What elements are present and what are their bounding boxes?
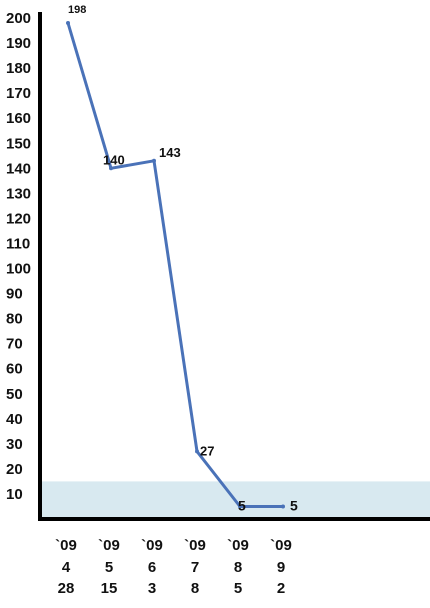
- y-tick-label: 160: [6, 110, 31, 127]
- data-label: 198: [68, 4, 86, 16]
- y-tick-label: 80: [6, 311, 23, 328]
- x-tick-label: 28: [58, 580, 75, 597]
- x-tick-label: 9: [277, 559, 285, 576]
- data-label: 27: [200, 443, 214, 458]
- y-axis-ticks: 10 20 30 40 50 60 70 80 90 100 110 120 130 140 150 160 1…: [6, 10, 31, 503]
- y-tick-label: 180: [6, 60, 31, 77]
- chart-axes: [38, 12, 430, 521]
- x-tick-label: `09: [55, 537, 77, 554]
- x-tick-label: 7: [191, 559, 199, 576]
- x-tick-label: 2: [277, 580, 285, 597]
- y-tick-label: 20: [6, 461, 23, 478]
- x-tick-label: 15: [101, 580, 118, 597]
- y-tick-label: 50: [6, 386, 23, 403]
- y-tick-label: 90: [6, 286, 23, 303]
- data-point: [152, 158, 156, 163]
- y-tick-label: 100: [6, 261, 31, 278]
- x-tick-label: 5: [105, 559, 113, 576]
- y-tick-label: 200: [6, 10, 31, 27]
- y-tick-label: 140: [6, 160, 31, 177]
- y-tick-label: 70: [6, 336, 23, 353]
- x-tick-label: 5: [234, 580, 242, 597]
- data-points: [66, 21, 285, 509]
- y-tick-label: 150: [6, 135, 31, 152]
- x-tick-label: `09: [227, 537, 249, 554]
- y-tick-label: 120: [6, 210, 31, 227]
- x-tick-label: 6: [148, 559, 156, 576]
- y-tick-label: 170: [6, 85, 31, 102]
- data-label: 143: [159, 145, 181, 160]
- x-tick-label: 3: [148, 580, 156, 597]
- x-tick-label: `09: [98, 537, 120, 554]
- x-tick-label: `09: [184, 537, 206, 554]
- data-labels: 198 140 143 27 5 5: [68, 4, 298, 513]
- x-tick-label: 4: [62, 559, 71, 576]
- data-label: 5: [238, 497, 246, 513]
- data-point: [109, 166, 113, 171]
- data-point: [195, 449, 199, 454]
- y-tick-label: 10: [6, 486, 23, 503]
- y-tick-label: 40: [6, 411, 23, 428]
- y-tick-label: 110: [6, 235, 30, 252]
- series-line: [66, 22, 283, 508]
- data-label: 5: [290, 497, 298, 513]
- x-tick-label: 8: [191, 580, 199, 597]
- y-tick-label: 30: [6, 436, 23, 453]
- x-tick-label: `09: [270, 537, 292, 554]
- y-tick-label: 60: [6, 361, 23, 378]
- data-point: [281, 504, 285, 509]
- data-point: [66, 21, 70, 26]
- y-tick-label: 190: [6, 35, 31, 52]
- data-label: 140: [103, 152, 125, 167]
- x-axis-ticks: `09 4 28 `09 5 15 `09 6 3 `09 7 8 `09 8 5 `09 9 2: [55, 537, 292, 597]
- y-tick-label: 130: [6, 185, 31, 202]
- data-point: [238, 504, 242, 509]
- x-tick-label: `09: [141, 537, 163, 554]
- x-tick-label: 8: [234, 559, 242, 576]
